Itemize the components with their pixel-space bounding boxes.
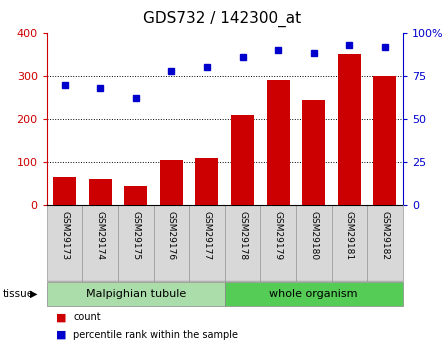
Bar — [267, 80, 290, 205]
Bar — [154, 205, 189, 281]
Bar — [367, 205, 403, 281]
Text: GSM29174: GSM29174 — [96, 211, 105, 260]
Bar — [89, 179, 112, 205]
Text: GSM29173: GSM29173 — [60, 211, 69, 260]
Text: GSM29182: GSM29182 — [380, 211, 389, 260]
Text: GSM29178: GSM29178 — [238, 211, 247, 260]
Text: whole organism: whole organism — [270, 289, 358, 298]
Text: GSM29181: GSM29181 — [345, 211, 354, 260]
Bar — [47, 205, 82, 281]
Bar — [225, 205, 260, 281]
Text: GSM29175: GSM29175 — [131, 211, 140, 260]
Bar — [160, 160, 183, 205]
Text: GSM29176: GSM29176 — [167, 211, 176, 260]
Bar — [47, 283, 225, 306]
Text: GSM29180: GSM29180 — [309, 211, 318, 260]
Bar — [195, 158, 218, 205]
Bar — [225, 283, 403, 306]
Bar — [302, 100, 325, 205]
Bar — [231, 115, 254, 205]
Text: ■: ■ — [56, 313, 66, 322]
Bar — [338, 54, 361, 205]
Bar — [53, 177, 76, 205]
Bar — [373, 76, 396, 205]
Text: GSM29179: GSM29179 — [274, 211, 283, 260]
Bar — [124, 186, 147, 205]
Text: GDS732 / 142300_at: GDS732 / 142300_at — [143, 10, 302, 27]
Bar — [332, 205, 367, 281]
Text: tissue: tissue — [2, 289, 33, 299]
Text: GSM29177: GSM29177 — [202, 211, 211, 260]
Text: Malpighian tubule: Malpighian tubule — [85, 289, 186, 298]
Bar — [82, 205, 118, 281]
Bar — [189, 205, 225, 281]
Text: ■: ■ — [56, 330, 66, 339]
Text: percentile rank within the sample: percentile rank within the sample — [73, 330, 239, 339]
Bar — [118, 205, 154, 281]
Text: count: count — [73, 313, 101, 322]
Bar — [260, 205, 296, 281]
Text: ▶: ▶ — [30, 289, 38, 299]
Bar — [296, 205, 332, 281]
